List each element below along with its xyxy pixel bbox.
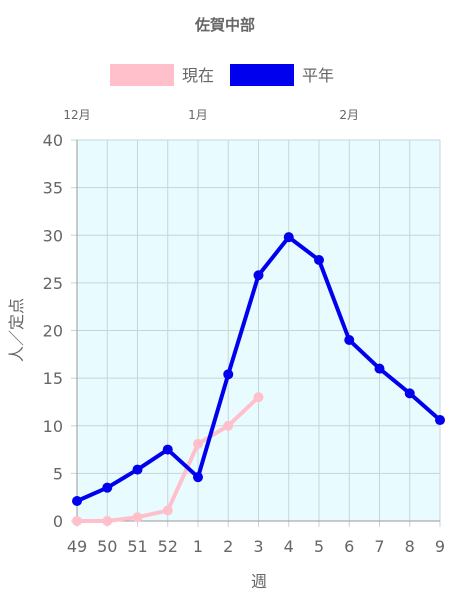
data-point: [314, 255, 324, 266]
x-tick-label: 8: [405, 537, 415, 556]
data-point: [193, 438, 203, 449]
data-point: [374, 363, 385, 374]
data-point: [404, 388, 415, 399]
data-point: [253, 270, 264, 281]
data-point: [344, 335, 355, 346]
data-point: [132, 464, 143, 475]
x-tick-label: 52: [158, 537, 178, 556]
data-point: [435, 415, 445, 426]
series: [72, 232, 445, 526]
y-tick-labels: 0 5 10 15 20 25 30 35 40: [43, 131, 63, 531]
y-tick-label: 20: [43, 322, 63, 341]
x-tick-label: 5: [314, 537, 324, 556]
legend-label-normal: 平年: [302, 66, 334, 85]
data-point: [162, 444, 173, 455]
y-tick-label: 40: [43, 131, 63, 150]
data-point: [102, 516, 113, 526]
month-label: 12月: [63, 108, 90, 122]
x-tick-labels: 49 50 51 52 1 2 3 4 5 6 7 8 9: [67, 537, 445, 556]
data-point: [72, 495, 82, 506]
x-tick-label: 9: [435, 537, 445, 556]
x-tick-label: 2: [223, 537, 233, 556]
data-point: [283, 232, 294, 243]
grid: [71, 139, 441, 527]
legend-label-current: 現在: [182, 66, 214, 85]
data-point: [223, 369, 234, 380]
x-tick-label: 1: [193, 537, 203, 556]
x-tick-label: 4: [284, 537, 294, 556]
month-label: 2月: [339, 108, 359, 122]
data-point: [193, 472, 203, 483]
legend: 現在 平年: [110, 64, 334, 86]
y-tick-label: 10: [43, 417, 63, 436]
data-point: [162, 505, 173, 516]
y-tick-label: 15: [43, 369, 63, 388]
y-tick-label: 0: [53, 512, 63, 531]
legend-swatch-normal: [230, 64, 294, 86]
month-label: 1月: [188, 108, 208, 122]
series-current: [72, 392, 264, 526]
x-tick-label: 3: [253, 537, 263, 556]
x-tick-label: 51: [127, 537, 147, 556]
x-tick-label: 6: [344, 537, 354, 556]
y-tick-label: 30: [43, 226, 63, 245]
y-axis-title: 人／定点: [7, 298, 26, 362]
data-point: [132, 512, 143, 523]
x-tick-label: 7: [374, 537, 384, 556]
x-tick-label: 50: [97, 537, 117, 556]
data-point: [102, 482, 113, 493]
data-point: [253, 392, 264, 403]
month-labels: 12月 1月 2月: [63, 108, 359, 122]
series-normal: [72, 232, 445, 506]
x-axis-title: 週: [251, 572, 267, 591]
y-tick-label: 35: [43, 179, 63, 198]
x-tick-label: 49: [67, 537, 87, 556]
y-tick-label: 25: [43, 274, 63, 293]
chart-title: 佐賀中部: [194, 16, 255, 34]
data-point: [223, 420, 234, 431]
y-tick-label: 5: [53, 464, 63, 483]
legend-swatch-current: [110, 64, 174, 86]
data-point: [72, 516, 82, 526]
